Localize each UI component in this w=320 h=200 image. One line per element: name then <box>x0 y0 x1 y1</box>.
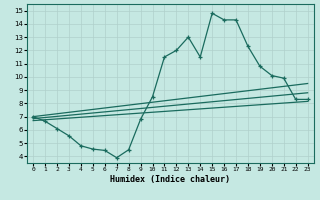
X-axis label: Humidex (Indice chaleur): Humidex (Indice chaleur) <box>110 175 230 184</box>
